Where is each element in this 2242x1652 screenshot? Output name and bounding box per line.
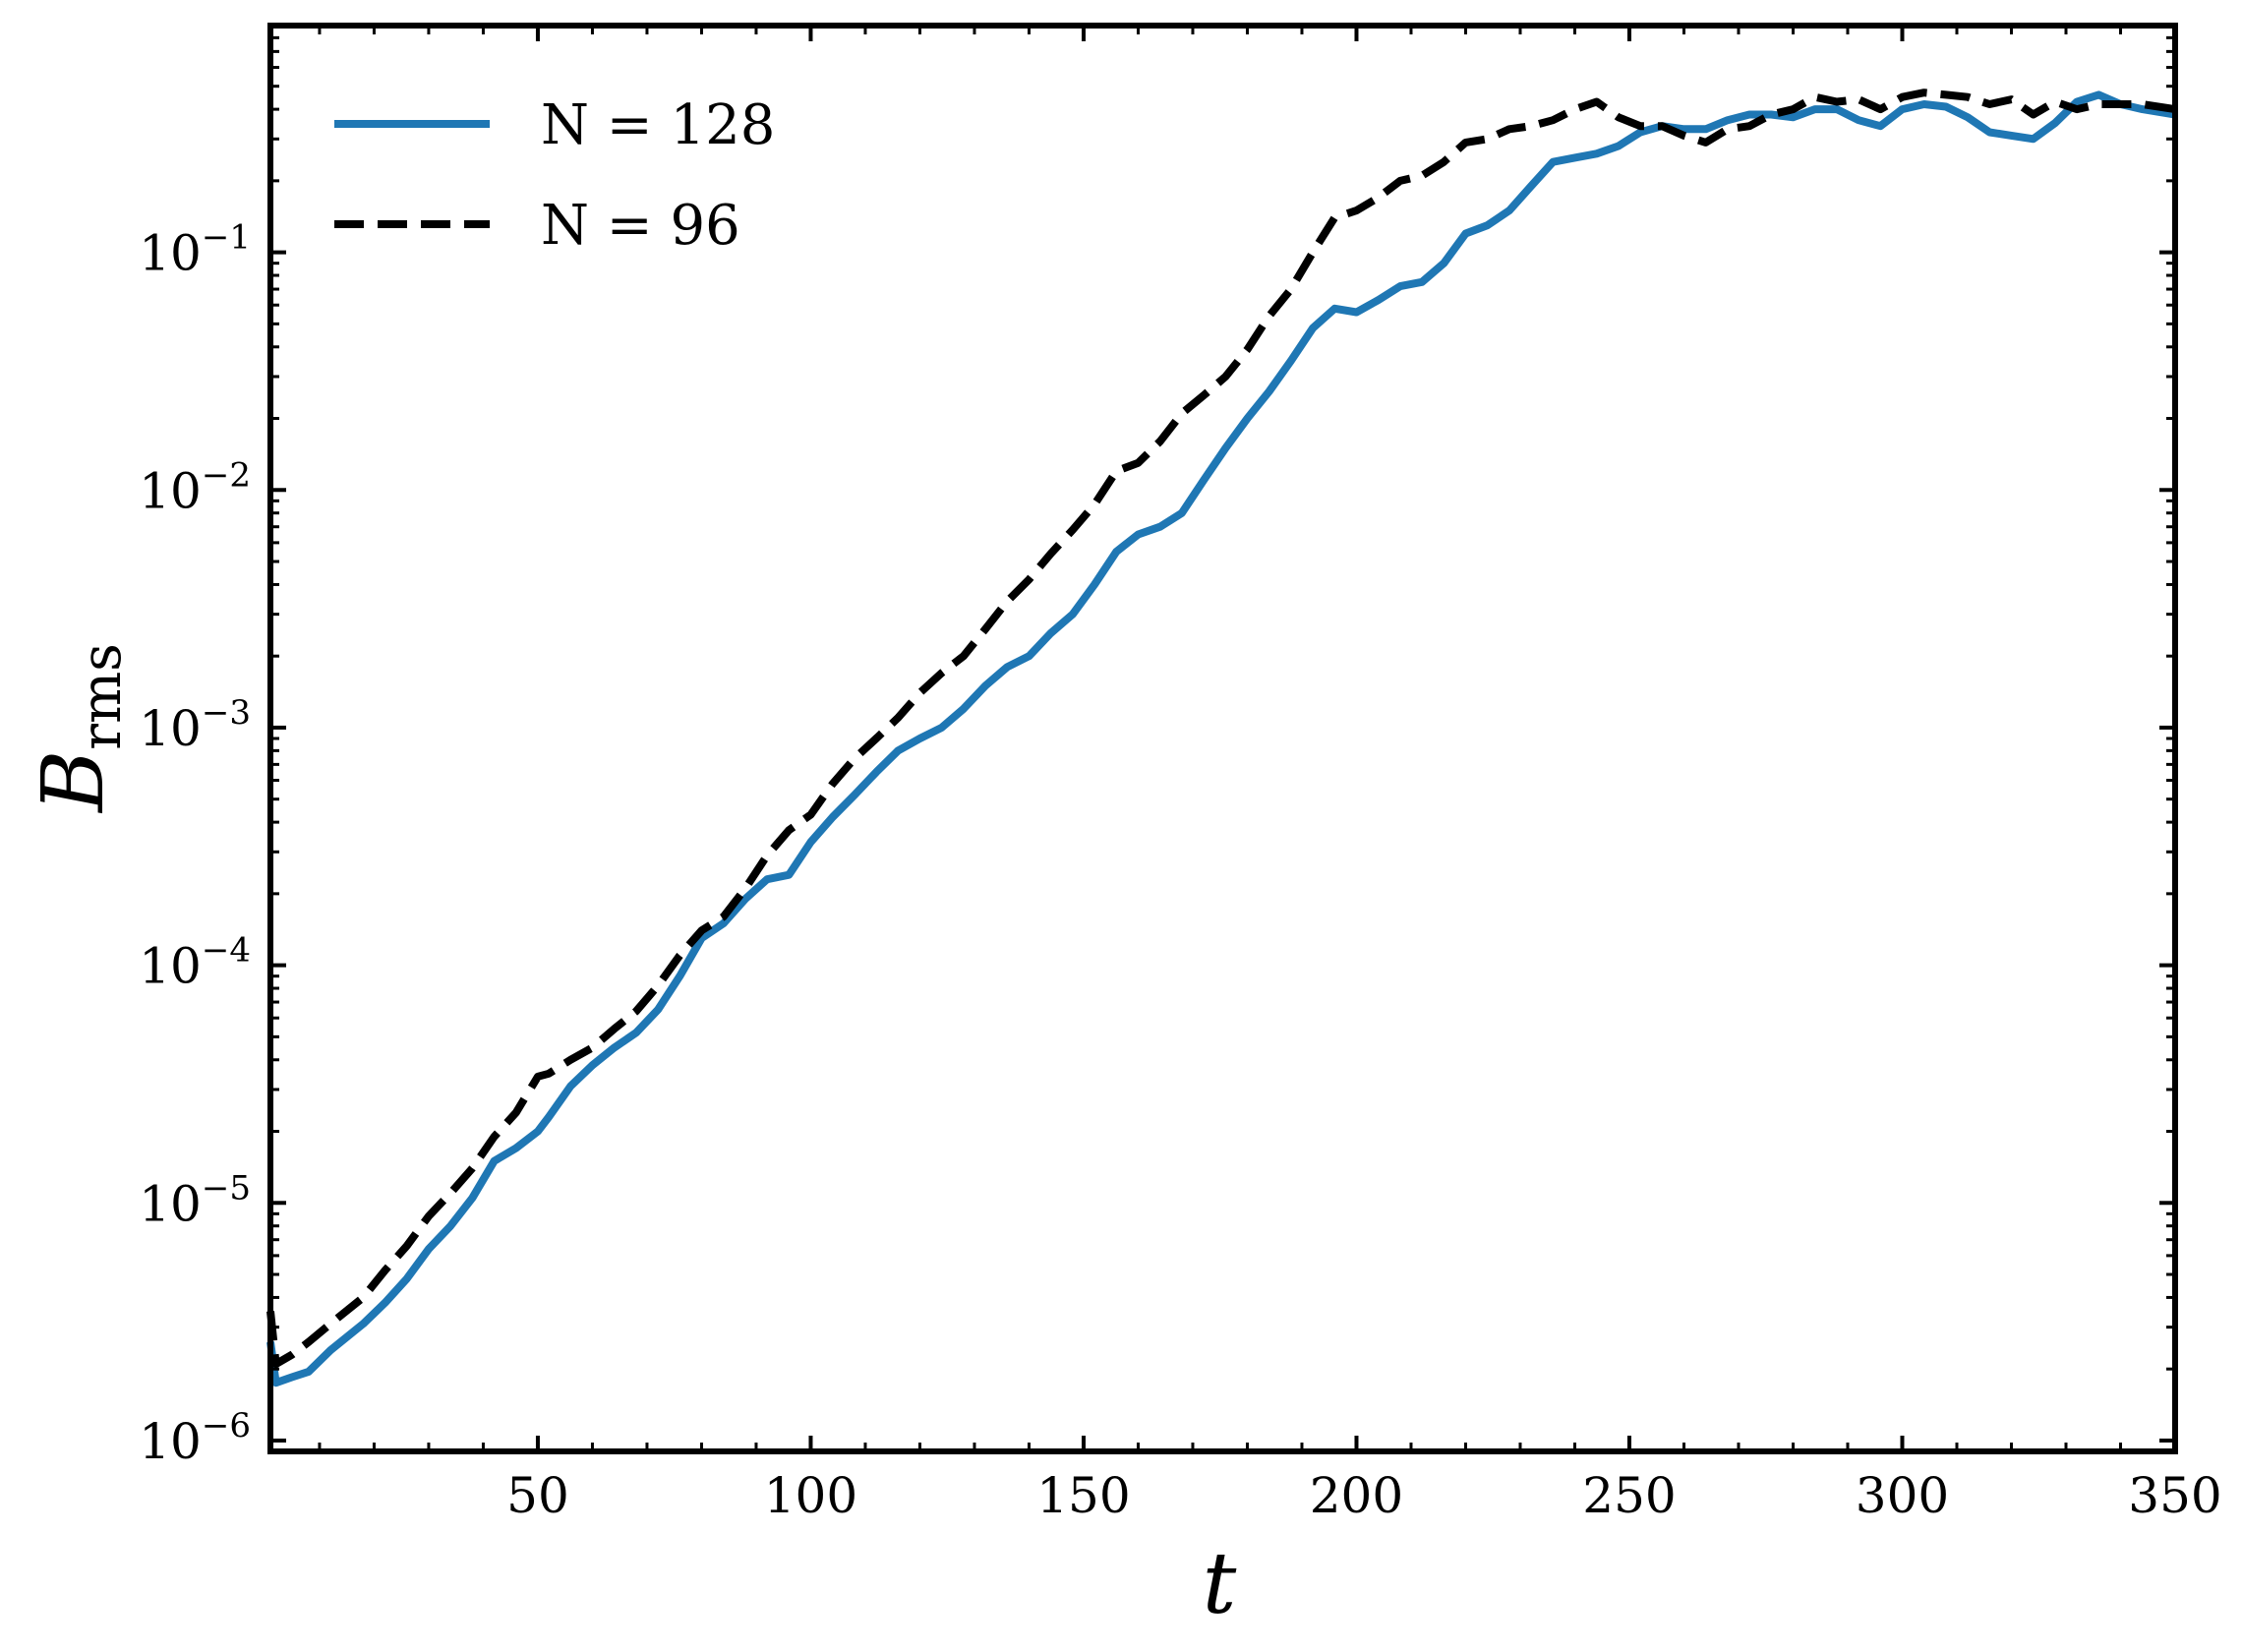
series-layer — [266, 88, 2176, 1387]
y-axis-label: Brms — [25, 643, 134, 814]
legend-label-n96: N = 96 — [541, 194, 740, 258]
y-axis-label-main: B — [25, 750, 123, 814]
legend: N = 128 N = 96 — [334, 93, 775, 258]
x-tick-label: 350 — [2128, 1467, 2221, 1524]
legend-label-n128: N = 128 — [541, 93, 775, 157]
x-tick-label: 50 — [506, 1467, 569, 1524]
x-tick-label: 300 — [1856, 1467, 1949, 1524]
tick-labels-layer: 50 100 150 200 250 300 350 10−6 10−5 10−4 10−3 10−2… — [139, 218, 2221, 1524]
svg-text:Brms: Brms — [25, 643, 134, 814]
x-axis-label: t — [1203, 1535, 1237, 1633]
y-tick-label: 10−4 — [139, 931, 251, 995]
y-axis-label-sub: rms — [70, 643, 134, 750]
x-tick-label: 200 — [1310, 1467, 1403, 1524]
series-line-n96 — [266, 88, 2176, 1369]
y-tick-label: 10−2 — [139, 455, 251, 519]
x-tick-label: 250 — [1582, 1467, 1676, 1524]
x-tick-label: 150 — [1036, 1467, 1130, 1524]
series-line-n128 — [266, 90, 2176, 1387]
x-tick-label: 100 — [764, 1467, 857, 1524]
y-tick-label: 10−1 — [139, 218, 251, 282]
plot-frame — [267, 23, 2178, 1454]
y-tick-label: 10−3 — [139, 693, 251, 757]
y-tick-label: 10−5 — [139, 1168, 251, 1232]
y-tick-label: 10−6 — [139, 1406, 251, 1470]
